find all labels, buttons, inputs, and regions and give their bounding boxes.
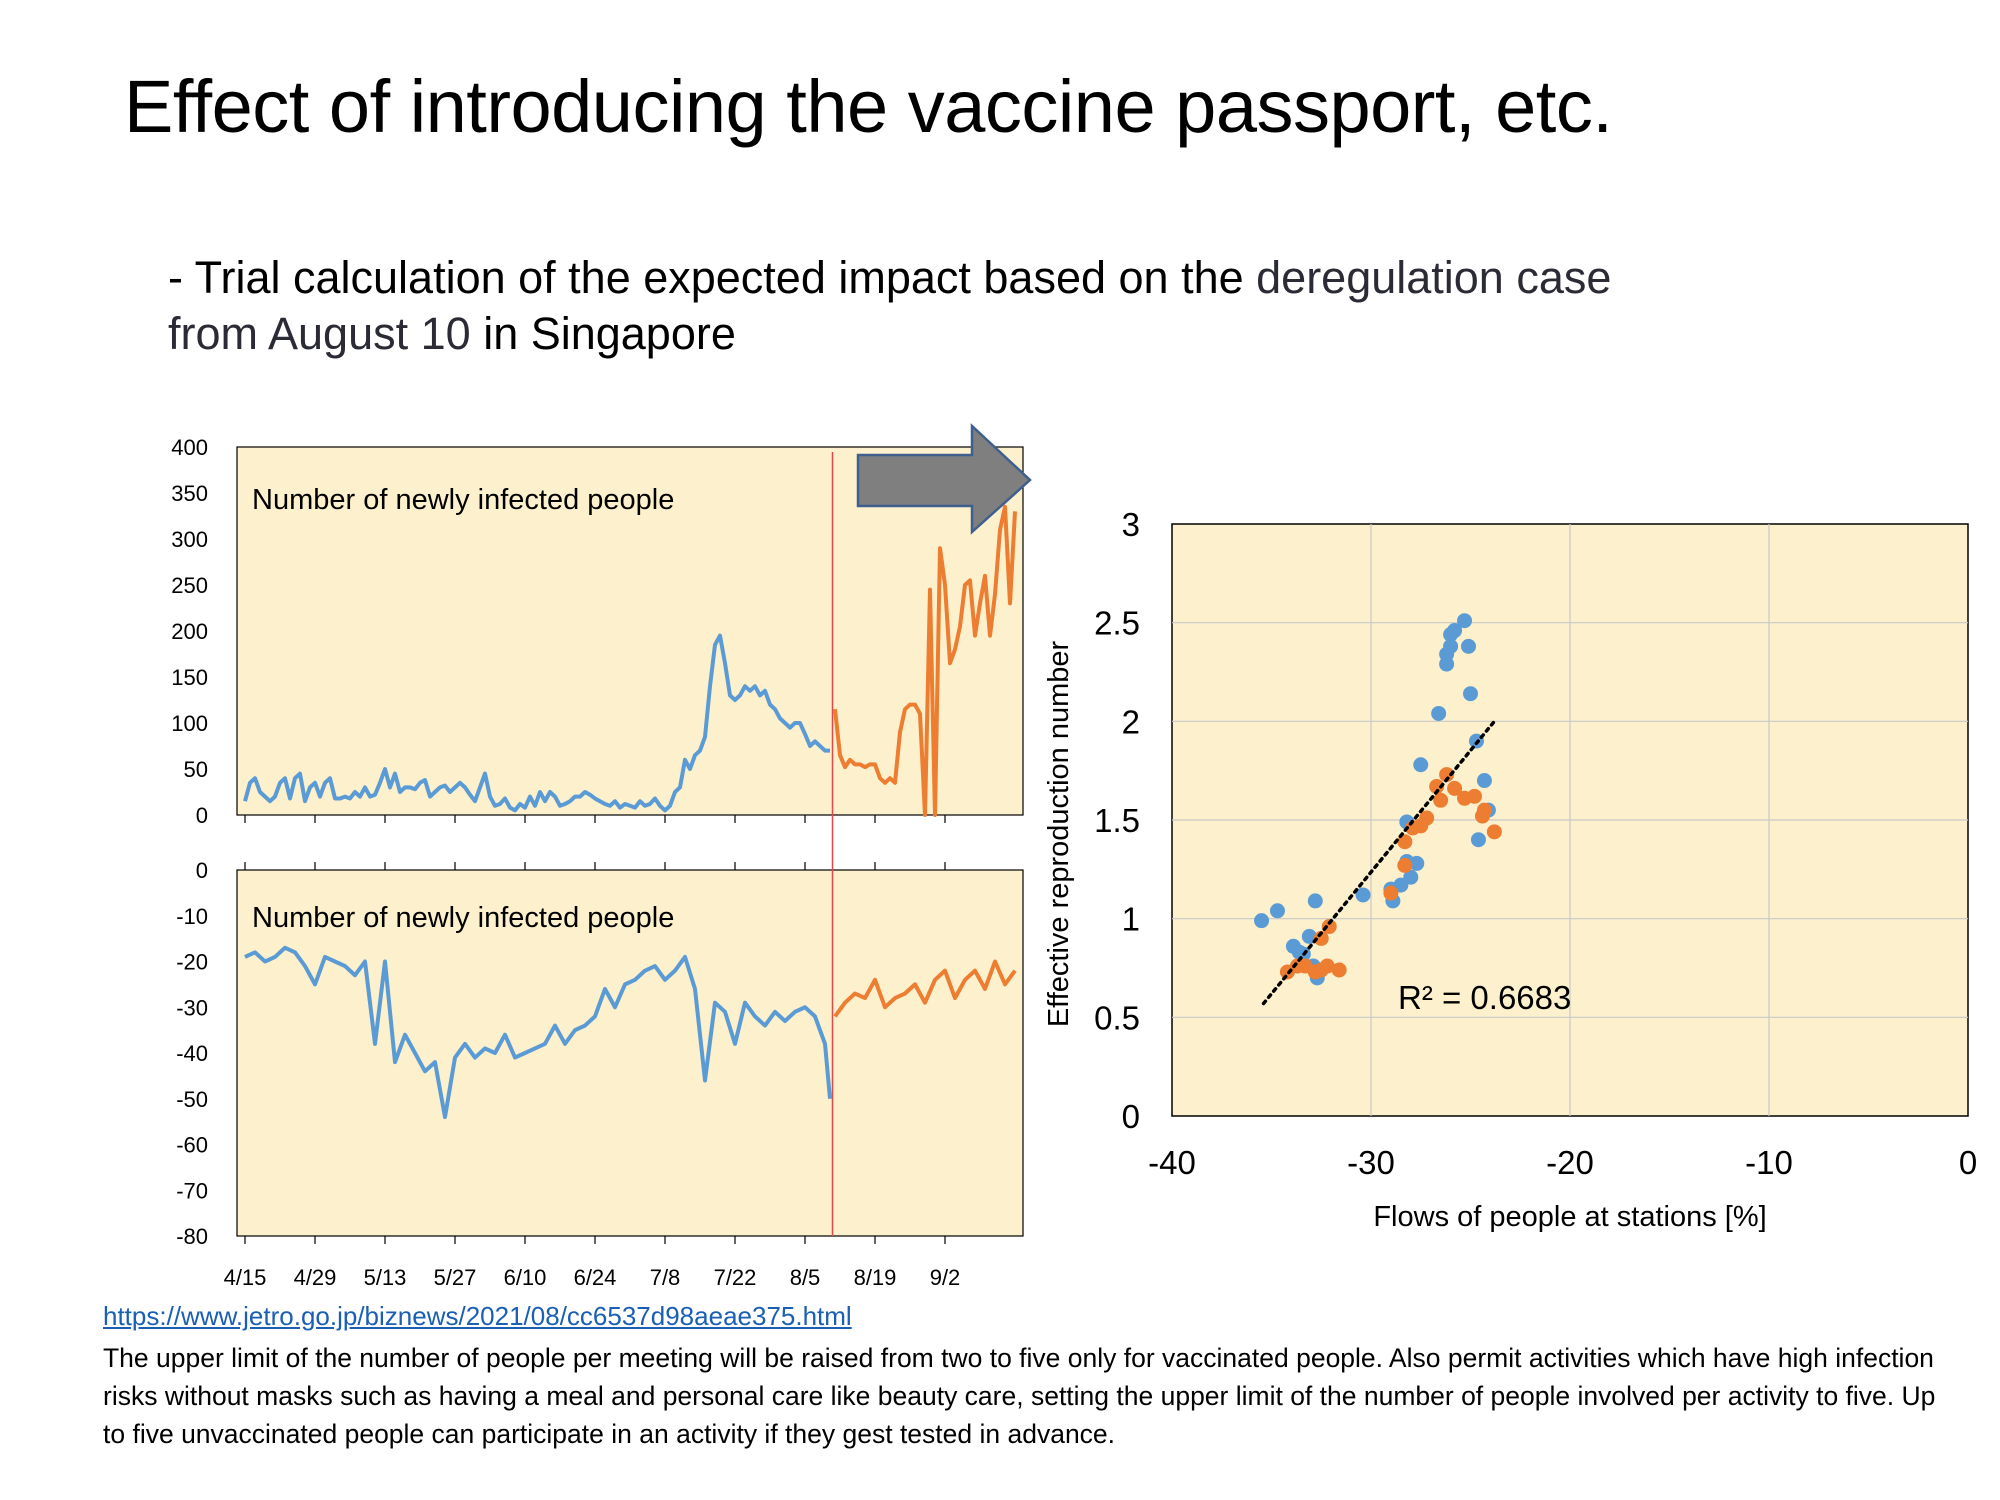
y-tick-label: 0 (196, 803, 208, 828)
x-tick-label: 4/15 (224, 1265, 267, 1290)
scatter-point-before (1301, 928, 1317, 944)
scatter-point-before (1413, 757, 1429, 773)
scatter-point-after (1466, 788, 1482, 804)
scatter-y-tick-label: 2 (1122, 703, 1140, 740)
scatter-point-after (1383, 885, 1399, 901)
scatter-x-tick-label: 0 (1959, 1144, 1977, 1181)
scatter-point-after (1486, 824, 1502, 840)
scatter-y-tick-label: 3 (1122, 506, 1140, 543)
x-tick-label: 6/24 (574, 1265, 617, 1290)
scatter-point-after (1319, 958, 1335, 974)
scatter-x-tick-label: -40 (1148, 1144, 1196, 1181)
scatter-y-tick-label: 0 (1122, 1098, 1140, 1135)
scatter-point-before (1447, 623, 1463, 639)
footnote: The upper limit of the number of people … (103, 1343, 1936, 1449)
scatter-point-before (1457, 613, 1473, 629)
y-tick-label: -20 (176, 950, 208, 975)
trendline (1261, 719, 1497, 1006)
scatter-point-after (1447, 780, 1463, 796)
scatter-point-before (1291, 944, 1307, 960)
y-tick-label: -50 (176, 1087, 208, 1112)
x-tick-label: 5/27 (434, 1265, 477, 1290)
scatter-y-tick-label: 1.5 (1094, 802, 1140, 839)
y-tick-label: -60 (176, 1133, 208, 1158)
x-tick-label: 9/2 (930, 1265, 961, 1290)
slide-subtitle: - Trial calculation of the expected impa… (168, 250, 1868, 362)
y-tick-label: 250 (171, 573, 208, 598)
scatter-point-before (1461, 638, 1477, 654)
y-tick-label: 150 (171, 665, 208, 690)
subtitle-highlight-date: from August 10 (168, 308, 471, 359)
slide-title: Effect of introducing the vaccine passpo… (124, 65, 1613, 148)
scatter-point-before (1307, 893, 1323, 909)
series-line-before (244, 945, 832, 1120)
scatter-y-tick-label: 2.5 (1094, 605, 1140, 642)
scatter-point-before (1269, 903, 1285, 919)
subtitle-end: in Singapore (470, 308, 736, 359)
right-arrow-icon (856, 423, 1032, 535)
scatter-y-tick-label: 0.5 (1094, 999, 1140, 1036)
x-tick-label: 7/22 (714, 1265, 757, 1290)
y-tick-label: 200 (171, 619, 208, 644)
scatter-point-after (1439, 767, 1455, 783)
y-tick-label: 50 (184, 757, 208, 782)
y-tick-label: 300 (171, 527, 208, 552)
y-tick-label: 400 (171, 435, 208, 460)
series-line-after (833, 959, 1017, 1018)
scatter-x-axis-label: Flows of people at stations [%] (1373, 1201, 1766, 1233)
scatter-y-axis-label: Effective reproduction number (1043, 640, 1075, 1027)
scatter-point-before (1476, 773, 1492, 789)
y-tick-label: -10 (176, 904, 208, 929)
y-tick-label: -30 (176, 995, 208, 1020)
y-tick-label: 0 (196, 858, 208, 883)
x-tick-label: 8/5 (790, 1265, 821, 1290)
x-tick-label: 6/10 (504, 1265, 547, 1290)
scatter-x-tick-label: -10 (1745, 1144, 1793, 1181)
series-line-before (243, 633, 830, 813)
scatter-point-before (1431, 705, 1447, 721)
scatter-point-after (1313, 930, 1329, 946)
panel-title: Number of newly infected people (252, 484, 674, 516)
scatter-point-before (1443, 638, 1459, 654)
x-tick-label: 4/29 (294, 1265, 337, 1290)
scatter-point-before (1470, 832, 1486, 848)
scatter-point-after (1397, 857, 1413, 873)
scatter-point-before (1254, 913, 1270, 929)
y-tick-label: -80 (176, 1224, 208, 1249)
y-tick-label: 100 (171, 711, 208, 736)
source-link[interactable]: https://www.jetro.go.jp/biznews/2021/08/… (103, 1301, 852, 1331)
subtitle-text: - Trial calculation of the expected impa… (168, 252, 1257, 303)
r-squared-annotation: R² = 0.6683 (1398, 979, 1571, 1016)
scatter-point-before (1355, 887, 1371, 903)
plot-area-0 (236, 446, 1024, 816)
scatter-x-tick-label: -20 (1546, 1144, 1594, 1181)
scatter-point-before (1409, 855, 1425, 871)
x-tick-label: 7/8 (650, 1265, 681, 1290)
scatter-point-after (1433, 792, 1449, 808)
x-tick-label: 5/13 (364, 1265, 407, 1290)
scatter-point-after (1474, 808, 1490, 824)
scatter-y-tick-label: 1 (1122, 901, 1140, 938)
scatter-point-after (1419, 810, 1435, 826)
scatter-point-after (1397, 834, 1413, 850)
series-line-after (833, 504, 1017, 817)
scatter-x-tick-label: -30 (1347, 1144, 1395, 1181)
y-tick-label: -40 (176, 1041, 208, 1066)
scatter-point-after (1331, 962, 1347, 978)
plot-area-1 (236, 869, 1024, 1237)
subtitle-highlight: deregulation case (1256, 252, 1612, 303)
scatter-point-before (1463, 686, 1478, 702)
y-tick-label: 350 (171, 481, 208, 506)
scatter-point-after (1429, 778, 1445, 794)
y-tick-label: -70 (176, 1178, 208, 1203)
panel-title: Number of newly infected people (252, 902, 674, 934)
x-tick-label: 8/19 (854, 1265, 897, 1290)
